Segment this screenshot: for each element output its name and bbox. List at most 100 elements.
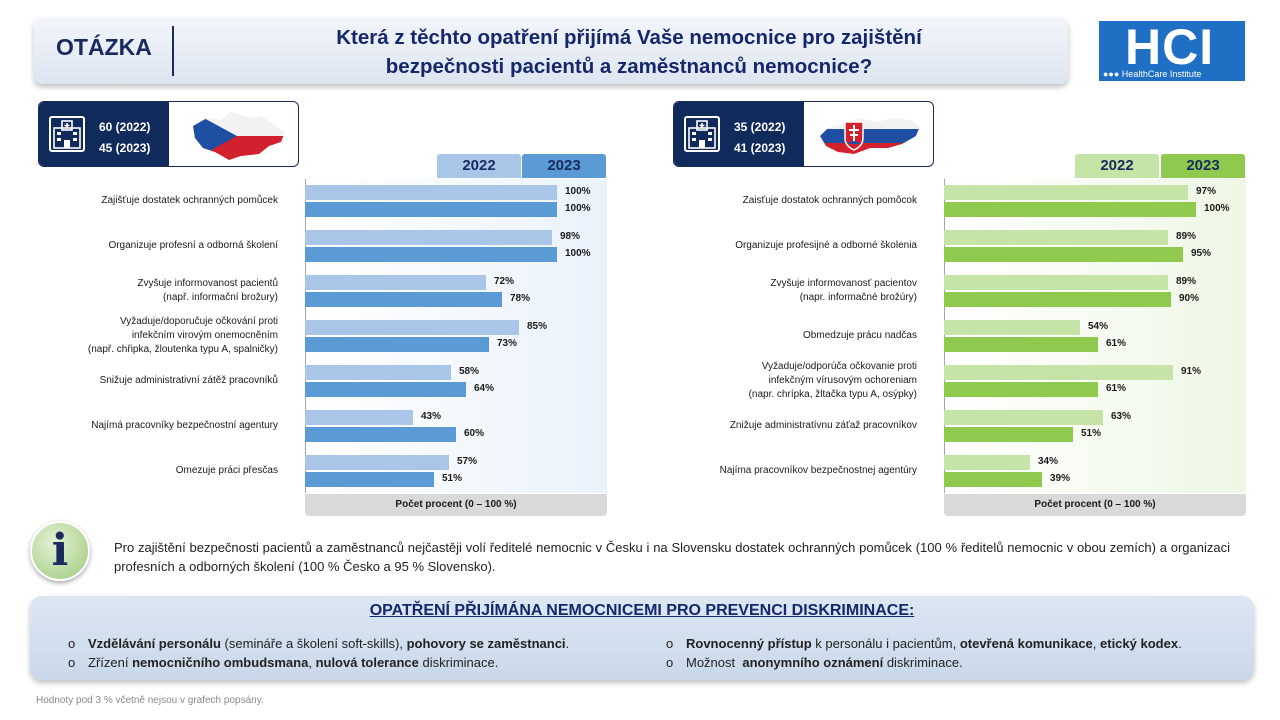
info-text: Pro zajištění bezpečnosti pacientů a zam… [114, 540, 1230, 574]
data-label: 100% [565, 186, 591, 197]
bullet-icon: o [68, 636, 76, 651]
item-text: , [308, 655, 316, 670]
bullet-icon: o [68, 655, 76, 670]
bullet-icon: o [666, 636, 674, 651]
bar-2023 [305, 247, 557, 262]
data-label: 60% [464, 428, 485, 439]
country-box-sk: 35 (2022) 41 (2023) [673, 101, 934, 167]
item-text: pohovory se zaměstnanci [406, 636, 566, 651]
category-label: Zvyšuje informovanosť pacientov (napr. in… [770, 278, 917, 303]
data-label: 64% [474, 383, 495, 394]
bar-2023 [944, 472, 1042, 487]
data-label: 100% [565, 203, 591, 214]
item-text: (semináře a školení soft-skills), [220, 636, 407, 651]
discrimination-item: o Zřízení nemocničního ombudsmana, nulová… [68, 655, 498, 670]
data-label: 97% [1196, 186, 1217, 197]
bar-2023 [305, 292, 502, 307]
data-label: 89% [1176, 231, 1197, 242]
data-label: 61% [1106, 338, 1127, 349]
bar-2022 [944, 230, 1168, 245]
item-text: Zřízení [88, 655, 133, 670]
bar-2022 [944, 320, 1080, 335]
question-label: OTÁZKA [56, 34, 152, 60]
item-text: Rovnocenný přístup [686, 636, 812, 651]
item-text: , [1092, 636, 1101, 651]
data-label: 90% [1179, 293, 1200, 304]
data-label: 51% [442, 473, 463, 484]
footnote: Hodnoty pod 3 % včetně nejsou v grafech … [36, 695, 264, 706]
bar-2022 [944, 455, 1030, 470]
data-label: 58% [459, 366, 480, 377]
category-label: Znižuje administratívnu záťaž pracovníko… [729, 420, 917, 431]
data-label: 89% [1176, 276, 1197, 287]
data-label: 43% [421, 411, 442, 422]
bar-2022 [944, 275, 1168, 290]
respondent-count-cz: 60 (2022) 45 (2023) [39, 102, 169, 166]
category-label: Obmedzuje prácu nadčas [803, 330, 917, 341]
item-text: diskriminace. [418, 655, 499, 670]
item-text: etický kodex [1100, 636, 1179, 651]
data-label: 34% [1038, 456, 1059, 467]
bar-2022 [305, 185, 557, 200]
bar-2023 [944, 337, 1098, 352]
bar-2023 [944, 247, 1183, 262]
category-label: Najímá pracovníky bezpečnostní agentury [91, 420, 278, 431]
bar-2022 [305, 410, 413, 425]
data-label: 54% [1088, 321, 1109, 332]
item-text: nulová tolerance [315, 655, 419, 670]
info-glyph: i [51, 525, 69, 576]
discrimination-title: OPATŘENÍ PŘIJÍMÁNA NEMOCNICEMI PRO PREVE… [369, 602, 915, 619]
divider [172, 26, 174, 76]
hospital-icon [49, 116, 85, 152]
legend-2023-cz: 2023 [522, 154, 606, 178]
discrimination-box: OPATŘENÍ PŘIJÍMÁNA NEMOCNICEMI PRO PREVE… [30, 596, 1254, 680]
count-2023: 41 (2023) [734, 141, 786, 155]
data-label: 39% [1050, 473, 1071, 484]
item-text: diskriminace. [883, 655, 963, 670]
bar-2023 [305, 472, 434, 487]
bar-2023 [305, 202, 557, 217]
bar-2023 [944, 202, 1196, 217]
category-label: Zvyšuje informovanost pacientů (např. inf… [137, 278, 278, 303]
legend-2022-sk: 2022 [1075, 154, 1159, 178]
bar-2022 [944, 185, 1188, 200]
data-label: 73% [497, 338, 518, 349]
data-label: 100% [565, 248, 591, 259]
data-label: 78% [510, 293, 531, 304]
bar-2023 [944, 292, 1171, 307]
bar-2022 [305, 320, 519, 335]
item-text: . [565, 636, 570, 651]
bar-2023 [305, 427, 456, 442]
plot-area [305, 179, 607, 493]
item-text: . [1178, 636, 1182, 651]
bar-2022 [305, 455, 449, 470]
plot-area [944, 179, 1246, 493]
x-axis-title-cz: Počet procent (0 – 100 %) [305, 494, 607, 516]
data-label: 51% [1081, 428, 1102, 439]
respondent-count-sk: 35 (2022) 41 (2023) [674, 102, 804, 166]
legend-2023-sk: 2023 [1161, 154, 1245, 178]
logo-subtitle: ●●● HealthCare Institute [1103, 69, 1202, 79]
category-label: Organizuje profesní a odborná školení [108, 240, 278, 251]
question-title: Která z těchto opatření přijímá Vaše nem… [194, 23, 1064, 81]
item-text: nemocničního ombudsmana [132, 655, 309, 670]
bar-2022 [305, 275, 486, 290]
item-text: k personálu i pacientům, [811, 636, 960, 651]
count-2022: 35 (2022) [734, 120, 786, 134]
category-label: Zajišťuje dostatek ochranných pomůcek [101, 195, 278, 206]
discrimination-item: o Možnost anonymního oznámení diskriminac… [666, 655, 963, 670]
bar-2022 [305, 230, 552, 245]
data-label: 85% [527, 321, 548, 332]
bar-2022 [944, 365, 1173, 380]
bar-2023 [944, 382, 1098, 397]
count-2023: 45 (2023) [99, 141, 151, 155]
count-2022: 60 (2022) [99, 120, 151, 134]
bullet-icon: o [666, 655, 674, 670]
item-text: Možnost [686, 655, 743, 670]
bar-2023 [944, 427, 1073, 442]
bar-2022 [305, 365, 451, 380]
category-label: Zaisťuje dostatok ochranných pomôcok [742, 195, 917, 206]
discrimination-item: o Rovnocenný přístup k personálu i pacien… [666, 636, 1182, 651]
question-line-2: bezpečnosti pacientů a zaměstnanců nemoc… [385, 55, 873, 78]
country-box-cz: 60 (2022) 45 (2023) [38, 101, 299, 167]
